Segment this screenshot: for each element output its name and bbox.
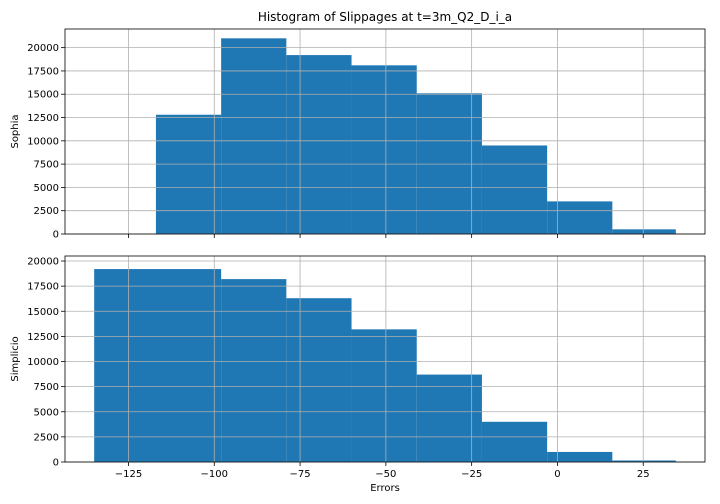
y-tick-label: 5000	[34, 183, 59, 194]
x-tick-label: −125	[115, 469, 142, 480]
panel-simplicio: 0 2500 5000 7500 10000 12500 15000 17500 20000 −1…	[10, 255, 706, 480]
x-tick-label: −25	[461, 469, 482, 480]
y-tick-label: 17500	[27, 282, 59, 293]
y-tick-label: 17500	[27, 66, 59, 77]
histogram-bar	[416, 93, 482, 234]
y-tick-label: 12500	[27, 113, 59, 124]
y-tick-label: 7500	[34, 160, 59, 171]
x-axis-label: Errors	[370, 483, 400, 494]
y-tick-label: 15000	[27, 90, 59, 101]
y-tick-label: 7500	[34, 382, 59, 393]
histogram-bar	[547, 451, 613, 462]
y-tick-label: 20000	[27, 257, 59, 268]
y-tick-label: 0	[53, 230, 59, 241]
y-tick-label: 2500	[34, 206, 59, 217]
histogram-bar	[416, 374, 482, 462]
y-tick-label: 12500	[27, 332, 59, 343]
y-tick-label: 2500	[34, 432, 59, 443]
y-tick-label: 10000	[27, 357, 59, 368]
histogram-bar	[481, 421, 548, 462]
histogram-bar	[155, 114, 222, 234]
chart-title: Histogram of Slippages at t=3m_Q2_D_i_a	[258, 10, 512, 24]
histogram-bar	[351, 329, 417, 462]
histogram-bar	[286, 298, 352, 462]
y-tick-label: 10000	[27, 136, 59, 147]
x-tick-label: 25	[637, 469, 650, 480]
histogram-bar	[94, 269, 222, 462]
y-tick-label: 0	[53, 458, 59, 469]
histogram-bar	[286, 55, 352, 235]
histogram-bar	[221, 38, 287, 234]
x-tick-label: 0	[554, 469, 560, 480]
histogram-bar	[547, 201, 613, 234]
axes-frame	[64, 28, 706, 235]
histogram-bar	[612, 460, 676, 462]
y-tick-label: 20000	[27, 43, 59, 54]
histogram-bar	[612, 229, 676, 234]
x-tick-label: −50	[375, 469, 396, 480]
y-axis-label: Simplicio	[10, 336, 21, 381]
histogram-bar	[481, 145, 548, 234]
panel-sophia: 0 2500 5000 7500 10000 12500 15000 17500 20000 So…	[10, 28, 706, 241]
y-tick-label: 15000	[27, 307, 59, 318]
histogram-bar	[221, 279, 287, 462]
x-tick-label: −75	[290, 469, 311, 480]
axes-frame	[64, 255, 706, 463]
histogram-bar	[351, 65, 417, 234]
y-axis-label: Sophia	[10, 114, 21, 148]
x-tick-label: −100	[201, 469, 228, 480]
y-tick-label: 5000	[34, 407, 59, 418]
